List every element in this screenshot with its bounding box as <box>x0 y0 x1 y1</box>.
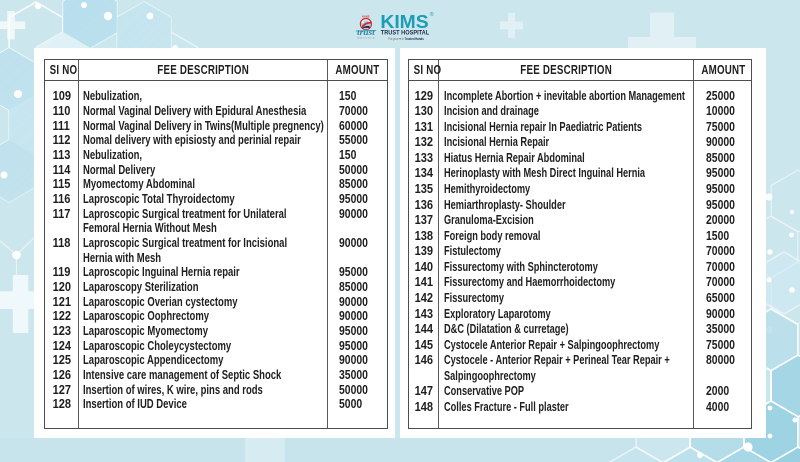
svg-text:KIMS: KIMS <box>380 11 428 32</box>
svg-text:®: ® <box>430 11 434 18</box>
svg-text:TRUST HOSPITAL: TRUST HOSPITAL <box>381 29 430 36</box>
svg-text:KIMS: KIMS <box>362 14 370 18</box>
svg-text:Put your ♥ in Trusted Hands: Put your ♥ in Trusted Hands <box>388 37 424 41</box>
svg-text:Health Care Pvt. Ltd.: Health Care Pvt. Ltd. <box>357 37 375 40</box>
svg-text:trust: trust <box>357 27 375 37</box>
